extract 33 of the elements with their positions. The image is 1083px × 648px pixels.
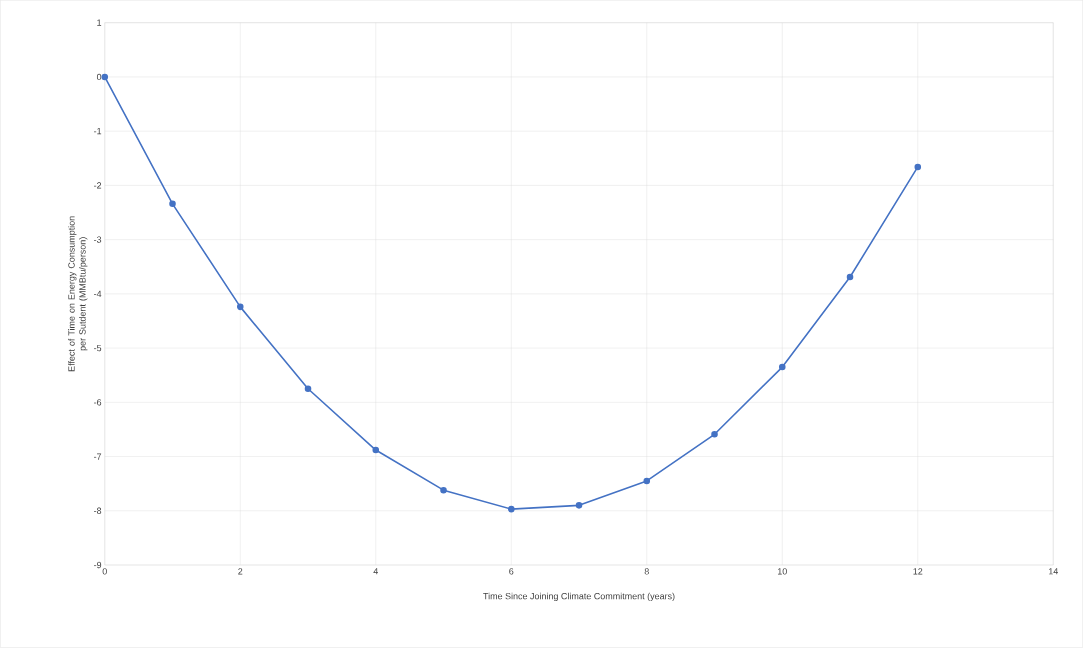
y-tick-label: -6 bbox=[94, 399, 102, 406]
y-tick-label: -2 bbox=[94, 182, 102, 189]
y-tick-label: -1 bbox=[94, 128, 102, 135]
point bbox=[711, 431, 718, 438]
point bbox=[914, 163, 922, 171]
point bbox=[372, 446, 380, 454]
point bbox=[643, 477, 651, 485]
y-tick-label: -8 bbox=[94, 507, 102, 515]
point bbox=[304, 385, 312, 393]
x-tick-label: 10 bbox=[777, 568, 787, 575]
y-tick-label: -3 bbox=[94, 236, 102, 243]
point bbox=[507, 505, 515, 513]
x-tick-label: 0 bbox=[102, 568, 107, 575]
point bbox=[169, 200, 176, 208]
y-tick-label: -5 bbox=[94, 345, 102, 352]
y-tick-label: -4 bbox=[94, 290, 102, 298]
x-tick-label: 4 bbox=[373, 568, 378, 575]
y-tick-label: 1 bbox=[97, 19, 102, 26]
point bbox=[778, 363, 786, 371]
y-axis-title: Effect of Time on Energy Consumption per Sutdent (MMBtu/person) bbox=[68, 216, 88, 372]
x-tick-label: 12 bbox=[913, 568, 923, 575]
point bbox=[575, 502, 583, 509]
x-tick-label: 6 bbox=[509, 568, 514, 575]
x-tick-label: 8 bbox=[644, 568, 649, 575]
y-tick-label: -7 bbox=[94, 453, 102, 460]
y-tick-label: 0 bbox=[96, 73, 102, 81]
point bbox=[236, 303, 244, 311]
point bbox=[440, 487, 447, 494]
x-axis-title: Time Since Joining Climate Commitment (years) bbox=[483, 592, 675, 602]
point bbox=[846, 273, 854, 281]
y-tick-label: -9 bbox=[94, 561, 102, 569]
x-tick-label: 2 bbox=[238, 568, 243, 575]
x-tick-label: 14 bbox=[1048, 568, 1059, 575]
